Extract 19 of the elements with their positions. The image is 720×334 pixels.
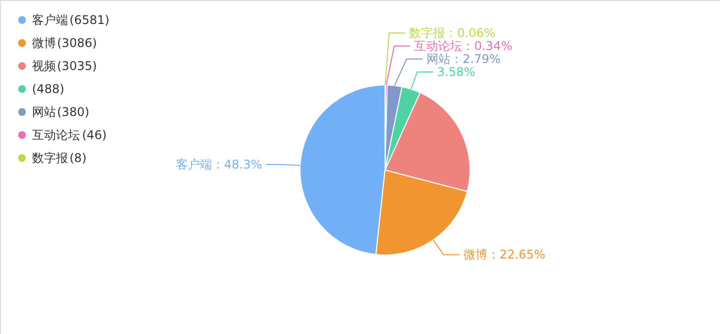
text: (46) — [82, 128, 107, 142]
text: (380) — [57, 105, 90, 119]
text: (3035) — [57, 59, 97, 73]
legend-label: 数字报 — [32, 151, 68, 165]
category-label: 客户端：48.3% — [176, 158, 262, 172]
legend-label: 互动论坛 — [32, 128, 80, 142]
text: (8) — [70, 151, 86, 165]
category-label: 互动论坛：0.34% — [414, 39, 512, 53]
legend-label: 微博 — [32, 36, 56, 50]
text: (488) — [32, 82, 64, 96]
category-label: 微博：22.65% — [464, 248, 546, 262]
category-label: 数字报：0.06% — [409, 26, 496, 40]
legend-label: 客户端 — [32, 13, 68, 27]
legend-label: 视频 — [32, 59, 56, 73]
text: (6581) — [70, 13, 110, 27]
category-label: 网站：2.79% — [426, 52, 501, 66]
text: (3086) — [57, 36, 97, 50]
data-label: 3.58% — [437, 65, 476, 79]
legend-label: 网站 — [32, 105, 56, 119]
